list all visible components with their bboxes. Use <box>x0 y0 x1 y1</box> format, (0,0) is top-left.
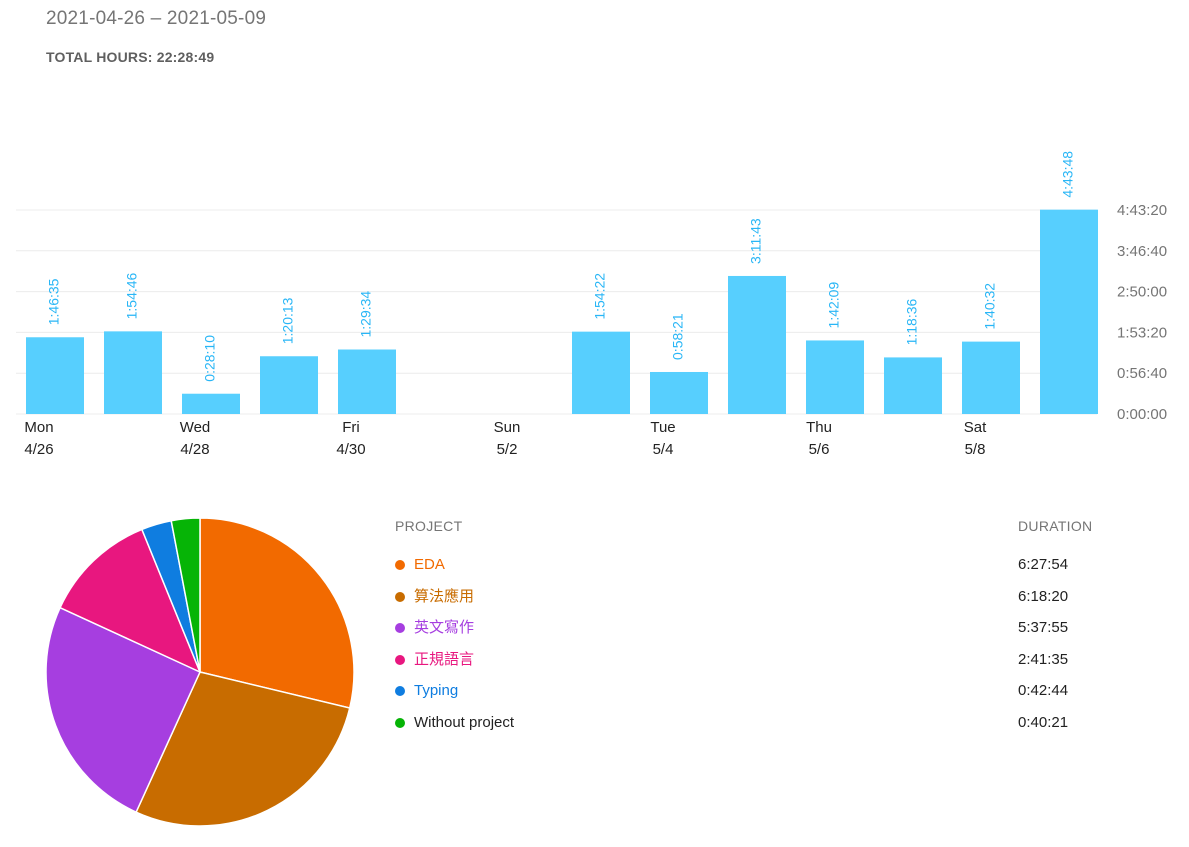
legend-duration: 6:18:20 <box>1018 587 1069 605</box>
x-tick-date: 5/4 <box>653 441 674 458</box>
bar-value-label: 1:29:34 <box>358 291 374 338</box>
bar <box>572 331 630 414</box>
pie-slice <box>170 517 201 673</box>
total-hours: TOTAL HOURS: 22:28:49 <box>46 49 215 65</box>
legend-duration-header: DURATION <box>1018 518 1093 534</box>
y-tick-label: 0:56:40 <box>1117 365 1167 382</box>
bar-value-label: 1:40:32 <box>982 283 998 330</box>
legend-row: 英文寫作 5:37:55 <box>395 617 1115 641</box>
pie-slice <box>135 671 351 827</box>
legend-row: 正規語言 2:41:35 <box>395 649 1115 673</box>
legend-color-dot <box>395 591 405 602</box>
bar-value-label: 0:58:21 <box>670 313 686 360</box>
x-tick-day: Mon <box>24 419 53 436</box>
x-tick-date: 5/6 <box>809 441 830 458</box>
legend-row: Typing 0:42:44 <box>395 680 1115 704</box>
legend-project-name: Without project <box>414 713 515 731</box>
bar <box>104 331 162 414</box>
x-tick-date: 4/28 <box>180 441 209 458</box>
project-pie-chart <box>45 517 355 827</box>
legend-project-name: EDA <box>414 556 445 573</box>
legend-color-dot <box>395 654 405 665</box>
bar <box>884 357 942 414</box>
x-tick-date: 4/30 <box>336 441 365 458</box>
legend-project-name: 英文寫作 <box>414 619 475 636</box>
bar <box>182 393 240 414</box>
legend-color-dot <box>395 623 405 633</box>
x-tick-day: Fri <box>342 419 360 436</box>
bar-value-label: 1:46:35 <box>46 278 62 325</box>
y-tick-label: 3:46:40 <box>1117 243 1167 260</box>
bar-value-label: 0:28:10 <box>202 335 218 382</box>
daily-hours-bar-chart: 0:00:00 0:56:40 1:53:20 2:50:00 3:46:40 4:43:… <box>16 151 1167 458</box>
x-tick-date: 4/26 <box>24 441 53 458</box>
bar-value-label: 1:42:09 <box>826 282 842 329</box>
bar-value-label: 1:54:46 <box>124 272 140 319</box>
legend-duration: 0:42:44 <box>1018 682 1069 699</box>
x-tick-day: Tue <box>650 419 675 436</box>
bar <box>260 356 318 414</box>
pie-slice <box>59 528 202 674</box>
legend-color-dot <box>395 686 405 696</box>
legend-duration: 0:40:21 <box>1018 713 1069 731</box>
x-tick-date: 5/8 <box>965 441 986 458</box>
x-tick-date: 5/2 <box>497 441 518 458</box>
legend-row: 算法應用 6:18:20 <box>395 586 1115 610</box>
pie-slice <box>45 606 201 814</box>
bar-value-label: 1:54:22 <box>592 273 608 320</box>
pie-slice <box>199 517 355 709</box>
legend-color-dot <box>395 717 405 728</box>
y-tick-label: 1:53:20 <box>1117 324 1167 341</box>
x-tick-day: Thu <box>806 419 832 436</box>
bar <box>338 349 396 414</box>
legend-project-name: 算法應用 <box>414 587 475 605</box>
bar <box>1040 209 1098 414</box>
bar-value-label: 4:43:48 <box>1060 151 1076 198</box>
legend-row: Without project 0:40:21 <box>395 712 1115 736</box>
bar <box>806 340 864 414</box>
bar <box>650 371 708 414</box>
y-tick-label: 4:43:20 <box>1117 202 1167 219</box>
legend-duration: 5:37:55 <box>1018 619 1069 636</box>
x-tick-day: Sat <box>964 419 987 436</box>
x-tick-day: Wed <box>180 419 211 436</box>
y-tick-label: 0:00:00 <box>1117 406 1167 423</box>
legend-project-name: 正規語言 <box>414 650 475 668</box>
bar-value-label: 1:20:13 <box>280 297 296 344</box>
y-tick-label: 2:50:00 <box>1117 284 1167 301</box>
bar <box>728 275 786 414</box>
x-tick-day: Sun <box>494 419 521 436</box>
bar <box>962 341 1020 414</box>
legend-project-name: Typing <box>414 682 459 699</box>
bar <box>26 337 84 414</box>
legend-color-dot <box>395 560 405 570</box>
date-range: 2021-04-26 – 2021-05-09 <box>46 8 267 29</box>
legend-duration: 6:27:54 <box>1018 556 1069 573</box>
legend-project-header: PROJECT <box>395 518 463 534</box>
legend-row: EDA 6:27:54 <box>395 554 1115 578</box>
bar-value-label: 3:11:43 <box>748 218 764 264</box>
bar-value-label: 1:18:36 <box>904 298 920 345</box>
legend-duration: 2:41:35 <box>1018 650 1069 668</box>
